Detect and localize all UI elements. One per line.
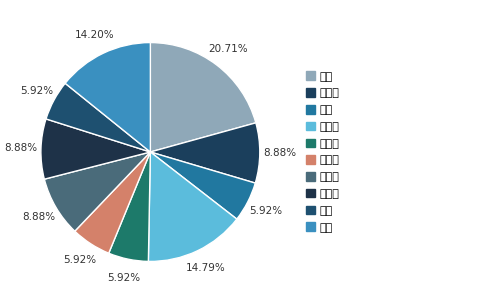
Text: 5.92%: 5.92% [107, 274, 140, 283]
Wedge shape [75, 152, 150, 253]
Text: 8.88%: 8.88% [262, 148, 295, 158]
Text: 5.92%: 5.92% [63, 255, 96, 265]
Wedge shape [41, 119, 150, 179]
Wedge shape [65, 43, 150, 152]
Wedge shape [108, 152, 150, 261]
Legend: 珍琦, 白十字, 可靠, 帮大人, 千芝雅, 安尔康, 倍舒特, 可爱帮, 互帮, 其他: 珍琦, 白十字, 可靠, 帮大人, 千芝雅, 安尔康, 倍舒特, 可爱帮, 互帮… [306, 71, 339, 233]
Text: 14.20%: 14.20% [75, 30, 114, 40]
Wedge shape [150, 43, 255, 152]
Text: 5.92%: 5.92% [20, 86, 53, 96]
Wedge shape [150, 152, 255, 219]
Text: 8.88%: 8.88% [22, 212, 55, 222]
Wedge shape [148, 152, 236, 261]
Text: 14.79%: 14.79% [186, 264, 226, 274]
Wedge shape [44, 152, 150, 231]
Text: 5.92%: 5.92% [248, 206, 281, 216]
Text: 20.71%: 20.71% [208, 44, 248, 54]
Text: 8.88%: 8.88% [5, 143, 38, 154]
Wedge shape [46, 83, 150, 152]
Wedge shape [150, 123, 259, 183]
